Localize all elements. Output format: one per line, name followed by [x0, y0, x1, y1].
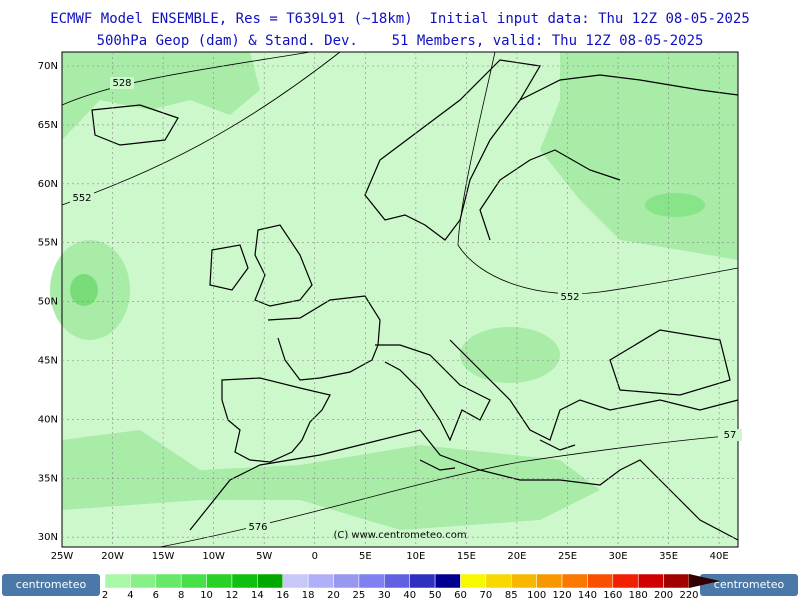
colorbar-label: 10	[200, 590, 213, 600]
title-line-2: 500hPa Geop (dam) & Stand. Dev. 51 Membe…	[97, 33, 704, 49]
contour-label-bg	[246, 521, 270, 533]
contour-label-bg	[558, 291, 582, 303]
colorbar-box	[485, 573, 512, 589]
colorbar-label: 20	[327, 590, 340, 600]
colorbar-label: 25	[353, 590, 366, 600]
lat-label: 45N	[38, 356, 58, 367]
lon-label: 5E	[359, 551, 372, 562]
colorbar-box	[511, 573, 537, 589]
lon-label: 15E	[457, 551, 476, 562]
colorbar-label: 160	[603, 590, 622, 600]
lat-label: 60N	[38, 179, 58, 190]
colorbar-box	[434, 573, 461, 589]
lon-label: 20W	[101, 551, 124, 562]
colorbar-box	[155, 573, 182, 589]
colorbar-label: 14	[251, 590, 264, 600]
lon-label: 30E	[609, 551, 628, 562]
lon-label: 15W	[152, 551, 175, 562]
lon-label: 40E	[710, 551, 729, 562]
colorbar-label: 50	[429, 590, 442, 600]
contour-label: 528	[112, 78, 131, 89]
colorbar-label: 8	[178, 590, 184, 600]
colorbar-box	[180, 573, 207, 589]
logo-box	[2, 574, 100, 596]
colorbar-label: 4	[127, 590, 133, 600]
colorbar-label: 40	[403, 590, 416, 600]
lon-label: 10W	[202, 551, 225, 562]
lon-label: 35E	[659, 551, 678, 562]
colorbar-label: 180	[629, 590, 648, 600]
colorbar-box	[409, 573, 436, 589]
colorbar-label: 16	[276, 590, 289, 600]
lat-label: 70N	[38, 61, 58, 72]
colorbar-label: 6	[153, 590, 159, 600]
colorbar-box	[637, 573, 664, 589]
contours	[61, 51, 739, 548]
colorbar-label: 30	[378, 590, 391, 600]
colorbar-box	[663, 573, 690, 589]
colorbar-box	[130, 573, 157, 589]
logo: centrometeo	[714, 578, 785, 591]
contour-label-bg	[110, 77, 134, 89]
lat-label: 40N	[38, 414, 58, 425]
colorbar-box	[460, 573, 487, 589]
lon-label: 10E	[406, 551, 425, 562]
lat-label: 55N	[38, 238, 58, 249]
colorbar-box	[384, 573, 410, 589]
title-line-1: ECMWF Model ENSEMBLE, Res = T639L91 (~18…	[50, 11, 750, 27]
lon-label: 25W	[51, 551, 74, 562]
colorbar-label: 140	[578, 590, 597, 600]
contour-label: 57	[724, 430, 737, 441]
colorbar-box	[358, 573, 385, 589]
colorbar-box	[206, 573, 233, 589]
std-dev-shading	[50, 52, 738, 530]
logo-box	[700, 574, 798, 596]
coastlines	[91, 59, 739, 541]
colorbar-box	[561, 573, 588, 589]
logo: centrometeo	[16, 578, 87, 591]
colorbar-label: 220	[679, 590, 698, 600]
colorbar-box	[257, 573, 283, 589]
colorbar-box	[587, 573, 614, 589]
lat-label: 65N	[38, 120, 58, 131]
lat-label: 35N	[38, 473, 58, 484]
colorbar-label: 85	[505, 590, 518, 600]
contour-label: 576	[248, 522, 267, 533]
colorbar-label: 200	[654, 590, 673, 600]
copyright: (C) www.centrometeo.com	[333, 530, 466, 541]
lat-label: 50N	[38, 297, 58, 308]
contour-label-bg	[70, 192, 94, 204]
colorbar-box	[333, 573, 360, 589]
contour-label: 552	[72, 193, 91, 204]
colorbar-label: 70	[480, 590, 493, 600]
lon-label: 20E	[507, 551, 526, 562]
lat-label: 30N	[38, 532, 58, 543]
map-frame	[61, 51, 739, 548]
map	[50, 51, 739, 548]
colorbar-box	[307, 573, 334, 589]
contour-label-bg	[718, 429, 742, 441]
colorbar-label: 120	[552, 590, 571, 600]
colorbar-box	[231, 573, 258, 589]
colorbar-label: 18	[302, 590, 315, 600]
colorbar-label: 12	[226, 590, 239, 600]
lon-label: 0	[312, 551, 318, 562]
colorbar-label: 2	[102, 590, 108, 600]
colorbar-box	[536, 573, 563, 589]
colorbar-label: 60	[454, 590, 467, 600]
colorbar-box	[104, 573, 131, 589]
colorbar-arrow	[689, 574, 720, 588]
lon-label: 5W	[256, 551, 272, 562]
colorbar-box	[612, 573, 639, 589]
contour-label: 552	[560, 292, 579, 303]
lon-label: 25E	[558, 551, 577, 562]
colorbar-box	[282, 573, 309, 589]
colorbar-label: 100	[527, 590, 546, 600]
